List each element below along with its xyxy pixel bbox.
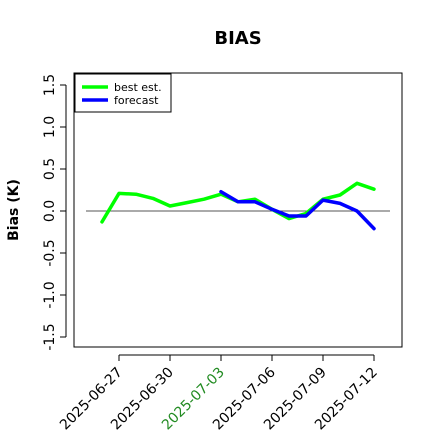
y-axis-label: Bias (K): [6, 179, 22, 241]
legend-box: [74, 73, 172, 113]
series-layer: [100, 181, 376, 231]
legend-label: best est.: [114, 81, 162, 94]
legend-label: forecast: [114, 94, 159, 107]
y-axis: -1.5 -1.0 -0.5 0.0 0.5 1.0 1.5: [42, 74, 67, 351]
legend: best est.forecast: [74, 73, 172, 113]
y-tick-label: 1.0: [42, 116, 58, 138]
x-axis: 2025-06-272025-06-302025-07-032025-07-06…: [57, 354, 381, 433]
y-tick-label: 0.5: [42, 158, 58, 180]
y-tick-label: -1.0: [42, 281, 58, 308]
series-line-forecast: [219, 189, 376, 231]
chart-title: BIAS: [214, 28, 261, 49]
y-tick-label: -1.5: [42, 323, 58, 350]
plot-area: [73, 72, 403, 348]
y-tick-label: 0.0: [42, 200, 58, 222]
y-tick-label: 1.5: [42, 74, 58, 96]
y-tick-label: -0.5: [42, 239, 58, 266]
